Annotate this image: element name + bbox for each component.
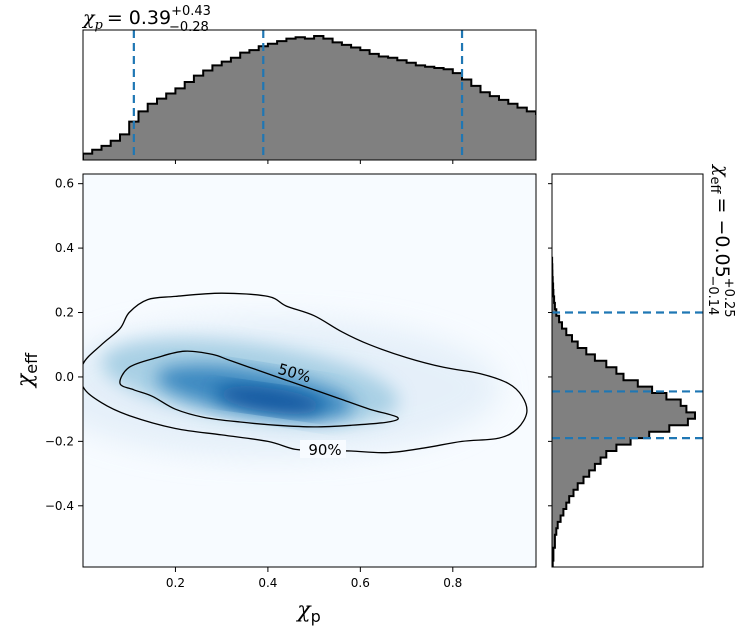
x-axis-label: χp xyxy=(295,598,321,626)
top-histogram-fill xyxy=(83,36,536,160)
right-side-label: χeff= −0.05+0.25−0.14 xyxy=(705,163,736,318)
density-peak xyxy=(215,385,325,415)
right-histogram-fill xyxy=(552,257,695,567)
x-tick-label: 0.4 xyxy=(258,576,277,590)
right-panel-frame xyxy=(551,173,704,568)
y-tick-label: 0.4 xyxy=(55,241,74,255)
top-x-ticks xyxy=(174,160,454,164)
y-tick-label: 0.0 xyxy=(55,370,74,384)
y-axis-label: χeff xyxy=(13,352,41,389)
y-tick-label: 0.2 xyxy=(55,306,74,320)
x-axis-ticks: 0.2 0.4 0.6 0.8 xyxy=(166,567,462,590)
top-histogram-outline xyxy=(83,35,536,160)
x-tick-label: 0.2 xyxy=(166,576,185,590)
contour-90-label-bg xyxy=(300,440,346,458)
x-tick-label: 0.8 xyxy=(443,576,462,590)
y-tick-label: −0.2 xyxy=(45,434,74,448)
top-marginal-panel: χp = 0.39+0.43 −0.28 xyxy=(81,4,537,164)
top-panel-frame xyxy=(82,29,537,161)
x-tick-label: 0.6 xyxy=(351,576,370,590)
right-y-ticks xyxy=(548,183,552,507)
y-tick-label: −0.4 xyxy=(45,499,74,513)
joint-panel-frame xyxy=(82,173,537,568)
contour-90-label: 90% xyxy=(308,441,341,459)
density-heatmap xyxy=(83,292,528,458)
right-marginal-panel: χeff= −0.05+0.25−0.14 xyxy=(548,163,736,568)
top-quantile-lines xyxy=(132,30,464,160)
joint-panel: 50% 90% 0.2 0.4 0.6 0.8 −0.4−0.20.00.20.40.… xyxy=(13,173,537,626)
contour-50 xyxy=(119,350,399,428)
top-title: χp = 0.39+0.43 −0.28 xyxy=(81,4,211,35)
y-axis-ticks: −0.4 −0.2 0.0 0.2 0.4 0.6 xyxy=(45,177,83,513)
y-tick-label: 0.6 xyxy=(55,177,74,191)
right-histogram-outline xyxy=(552,256,696,567)
contour-90 xyxy=(83,292,528,454)
